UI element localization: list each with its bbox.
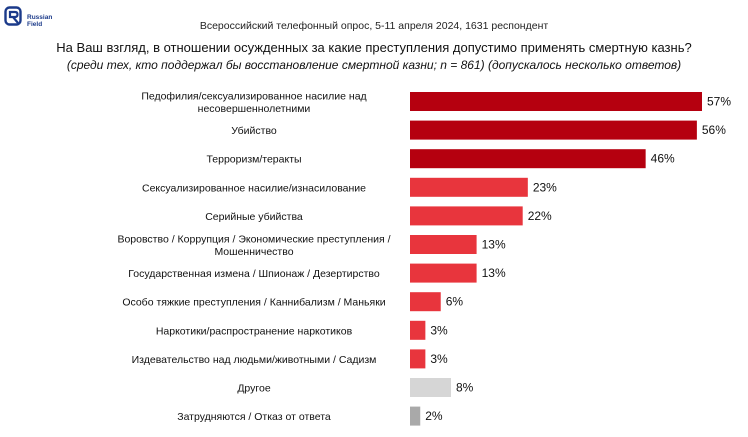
value-label-0: 57% (707, 95, 731, 109)
bar-8 (410, 320, 426, 340)
category-label-line: Особо тяжкие преступления / Каннибализм … (122, 297, 385, 309)
value-label-9: 3% (430, 352, 448, 366)
category-label-6: Государственная измена / Шпионаж / Дезер… (128, 268, 380, 280)
value-label-11: 2% (425, 409, 443, 423)
bar-1 (410, 120, 697, 140)
value-label-7: 6% (446, 295, 464, 309)
category-label-line: Мошенничество (214, 246, 293, 258)
bar-10 (410, 378, 451, 397)
bar-2 (410, 149, 646, 169)
category-label-10: Другое (237, 383, 271, 395)
bar-6 (410, 263, 477, 283)
logo-mark-icon (4, 6, 22, 26)
bar-7 (410, 292, 441, 312)
category-label-line: Другое (237, 383, 271, 395)
logo-text-line-1: Russian (27, 14, 53, 21)
category-label-9: Издевательство над людьми/животными / Са… (132, 354, 377, 366)
category-label-line: несовершеннолетними (198, 103, 311, 115)
question-subtitle: (среди тех, кто поддержал бы восстановле… (66, 58, 682, 72)
category-label-line: Серийные убийства (205, 211, 303, 223)
value-label-10: 8% (456, 381, 474, 395)
bar-9 (410, 349, 426, 369)
bar-3 (410, 177, 528, 197)
category-label-line: Государственная измена / Шпионаж / Дезер… (128, 268, 380, 280)
category-label-8: Наркотики/распространение наркотиков (156, 325, 353, 337)
value-label-5: 13% (482, 238, 506, 252)
question-title: На Ваш взгляд, в отношении осужденных за… (56, 40, 692, 55)
category-label-line: Воровство / Коррупция / Экономические пр… (117, 233, 390, 245)
value-label-4: 22% (528, 209, 552, 223)
bar-5 (410, 235, 477, 254)
bar-4 (410, 206, 523, 226)
survey-info: Всероссийский телефонный опрос, 5-11 апр… (199, 20, 549, 32)
value-label-6: 13% (482, 266, 506, 280)
category-label-7: Особо тяжкие преступления / Каннибализм … (122, 297, 385, 309)
category-label-line: Терроризм/теракты (206, 154, 301, 166)
category-label-line: Затрудняются / Отказ от ответа (177, 411, 331, 423)
category-label-line: Убийство (231, 125, 277, 137)
value-label-8: 3% (430, 323, 448, 337)
category-label-2: Терроризм/теракты (206, 154, 301, 166)
category-label-line: Наркотики/распространение наркотиков (156, 325, 353, 337)
bar-0 (410, 92, 702, 111)
category-label-0: Педофилия/сексуализированное насилие над… (141, 90, 366, 115)
bar-11 (410, 406, 421, 426)
category-label-line: Издевательство над людьми/животными / Са… (132, 354, 377, 366)
category-label-5: Воровство / Коррупция / Экономические пр… (117, 233, 390, 258)
value-label-1: 56% (702, 123, 726, 137)
logo-text: Russian Field (27, 14, 52, 28)
category-label-line: Сексуализированное насилие/изнасилование (142, 182, 366, 194)
value-label-2: 46% (651, 152, 675, 166)
russian-field-logo: Russian Field (4, 6, 64, 36)
category-label-line: Педофилия/сексуализированное насилие над (141, 90, 366, 102)
logo-text-line-2: Field (27, 21, 43, 28)
value-label-3: 23% (533, 180, 557, 194)
category-label-11: Затрудняются / Отказ от ответа (177, 411, 331, 423)
category-label-4: Серийные убийства (205, 211, 303, 223)
category-label-1: Убийство (231, 125, 277, 137)
category-label-3: Сексуализированное насилие/изнасилование (142, 182, 366, 194)
